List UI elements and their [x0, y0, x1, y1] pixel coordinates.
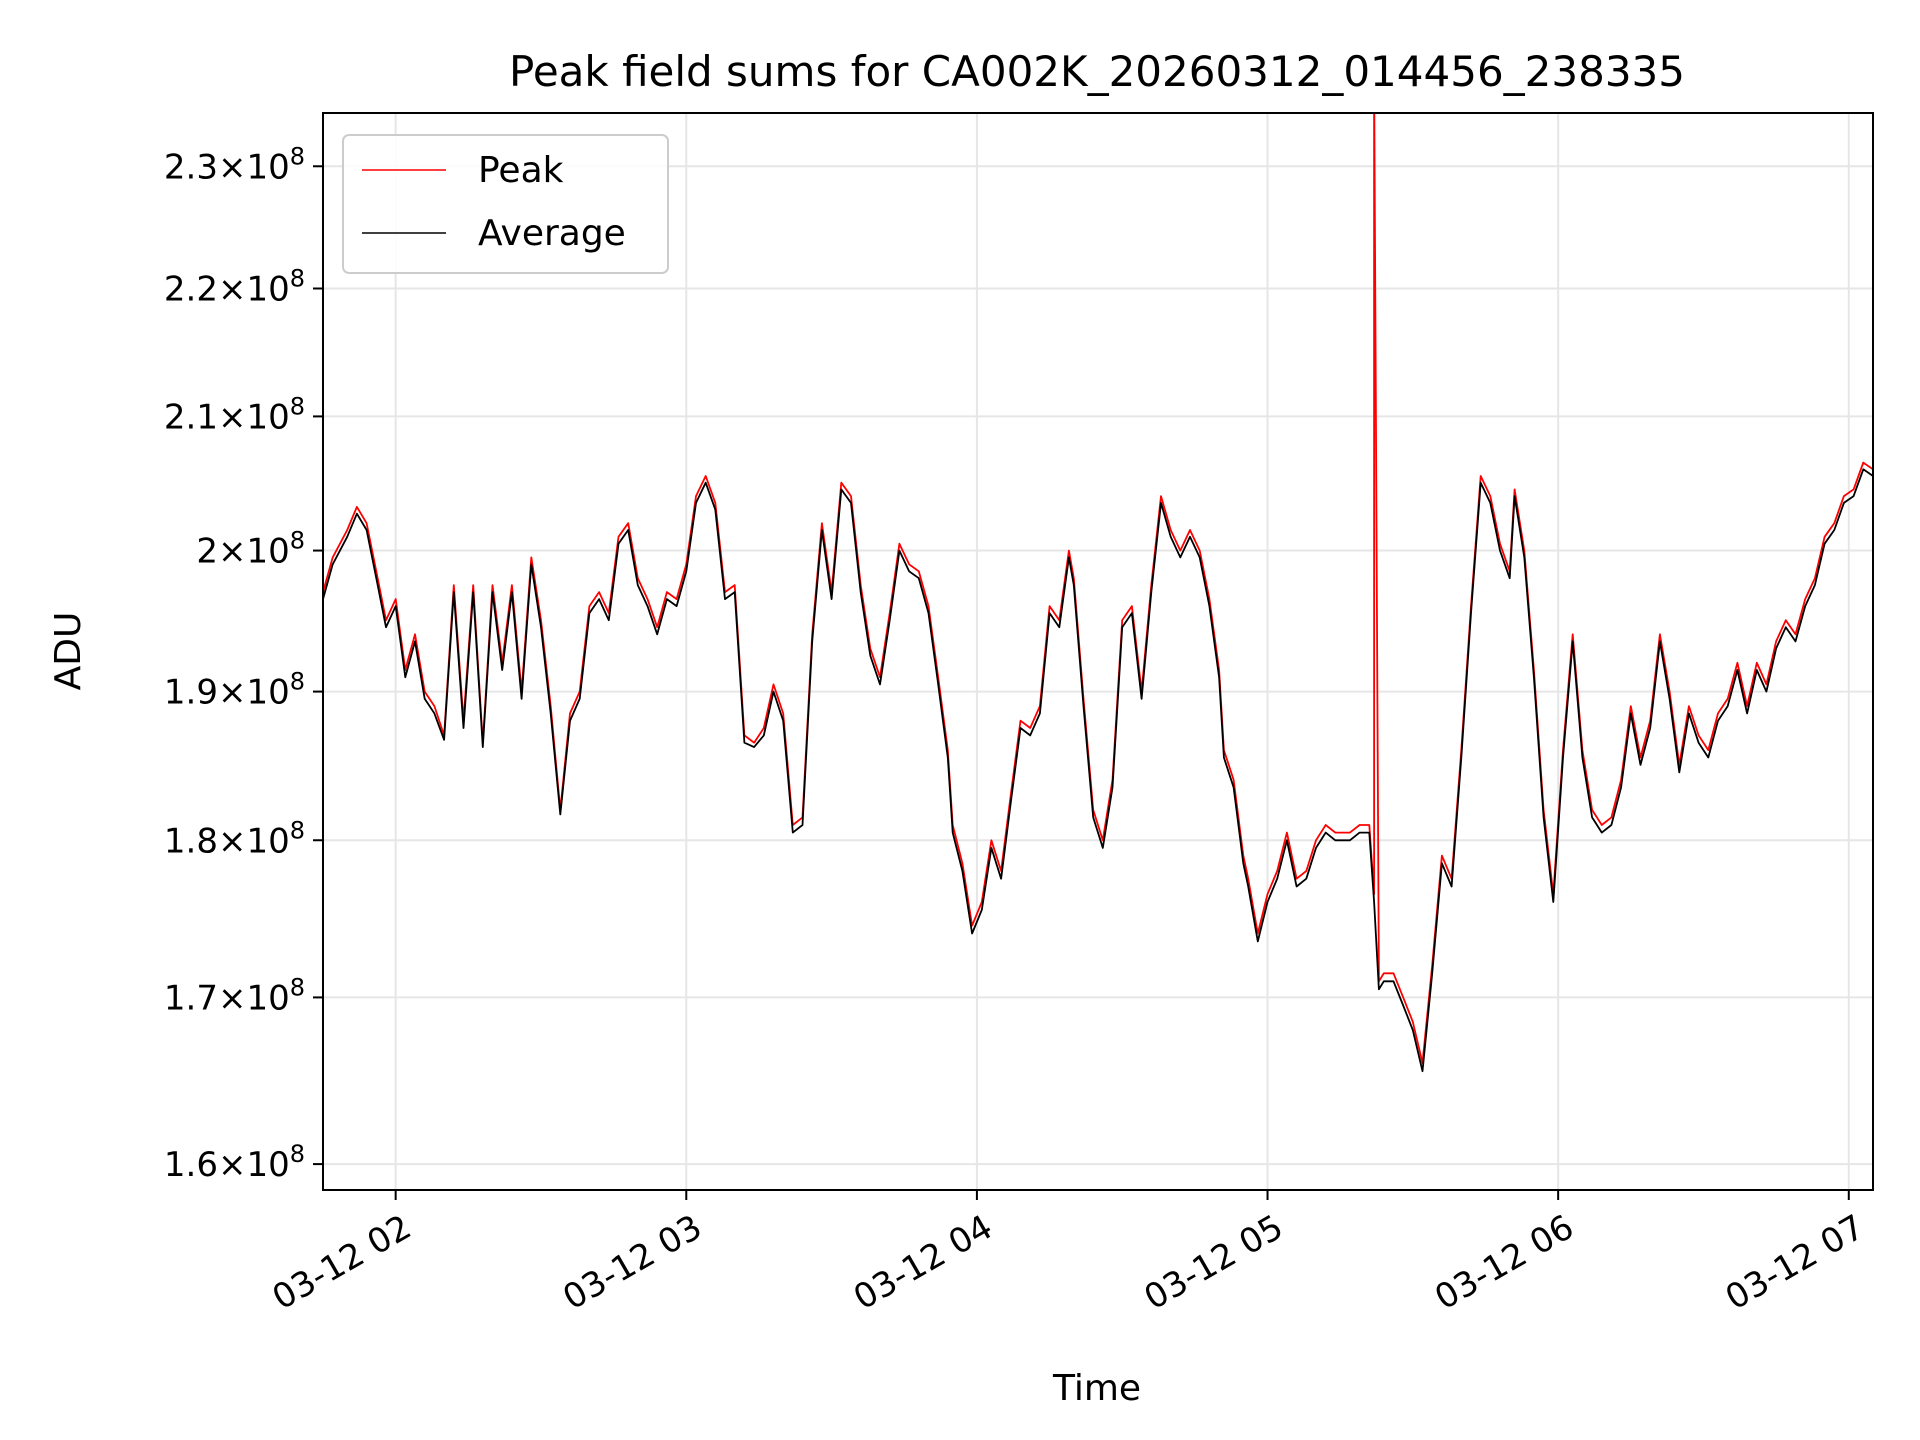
y-tick-mantissa: 1.7 [164, 978, 218, 1018]
y-tick-times: ×10 [218, 821, 290, 861]
y-tick-exponent: 8 [290, 668, 305, 696]
grid-lines [323, 113, 1873, 1190]
legend: Peak Average [342, 134, 669, 274]
legend-label-average: Average [478, 213, 626, 254]
y-tick-exponent: 8 [290, 527, 305, 555]
y-tick-mantissa: 1.8 [164, 821, 218, 861]
y-tick-times: ×10 [218, 147, 290, 187]
legend-label-peak: Peak [478, 150, 564, 191]
y-axis: 1.6×1081.7×1081.8×1081.9×1082×1082.1×108… [164, 142, 323, 1185]
x-axis-title: Time [1052, 1368, 1141, 1409]
y-tick-times: ×10 [218, 1145, 290, 1185]
y-tick-mantissa: 2.3 [164, 147, 218, 187]
series-line-average [323, 468, 1873, 1073]
y-tick-label: 2×108 [196, 527, 305, 572]
y-tick-exponent: 8 [290, 973, 305, 1001]
y-tick-exponent: 8 [290, 392, 305, 420]
y-axis-title: ADU [48, 612, 89, 691]
y-tick-label: 1.6×108 [164, 1140, 305, 1185]
y-tick-mantissa: 1.6 [164, 1145, 218, 1185]
y-tick-label: 1.9×108 [164, 668, 305, 713]
y-tick-label: 2.3×108 [164, 142, 305, 187]
y-tick-exponent: 8 [290, 1140, 305, 1168]
y-tick-times: ×10 [218, 397, 290, 437]
y-tick-exponent: 8 [290, 264, 305, 292]
y-tick-times: ×10 [218, 673, 290, 713]
y-tick-label: 2.1×108 [164, 392, 305, 437]
y-tick-label: 1.8×108 [164, 816, 305, 861]
y-tick-mantissa: 2.2 [164, 269, 218, 309]
y-tick-label: 1.7×108 [164, 973, 305, 1018]
y-tick-mantissa: 2 [196, 532, 218, 572]
series-layer [323, 113, 1873, 1073]
y-tick-exponent: 8 [290, 142, 305, 170]
y-tick-times: ×10 [218, 978, 290, 1018]
y-tick-times: ×10 [218, 269, 290, 309]
y-tick-exponent: 8 [290, 816, 305, 844]
y-tick-times: ×10 [218, 532, 290, 572]
y-tick-mantissa: 2.1 [164, 397, 218, 437]
plot-frame [322, 112, 1874, 1191]
y-tick-mantissa: 1.9 [164, 673, 218, 713]
chart-title: Peak field sums for CA002K_20260312_0144… [509, 47, 1685, 96]
y-tick-label: 2.2×108 [164, 264, 305, 309]
